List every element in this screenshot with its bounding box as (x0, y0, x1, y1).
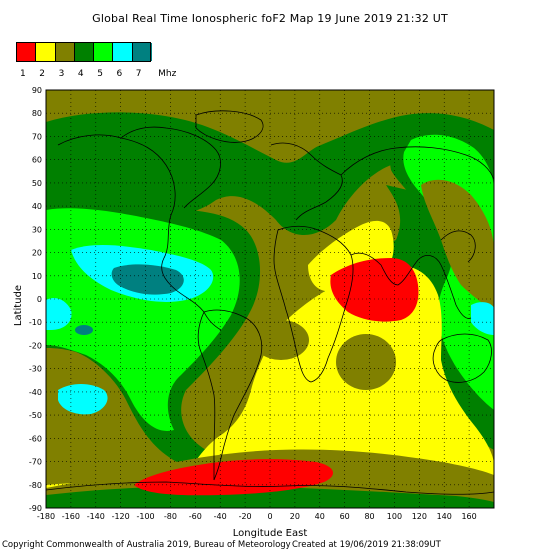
y-tick-90: 90 (32, 86, 42, 95)
contour-level-7-americas (111, 264, 184, 295)
coastlines (46, 110, 494, 495)
contour-level-6-west-edge (46, 298, 72, 330)
legend-swatch-5 (94, 43, 114, 61)
y-tick--40: -40 (29, 388, 42, 397)
coastline-east-asia (440, 230, 476, 263)
footer: Copyright Commonwealth of Australia 2019… (2, 540, 441, 550)
legend-label-4: 4 (77, 69, 84, 79)
x-tick-60: 60 (340, 512, 350, 521)
contour-level-3-east-inner (421, 179, 494, 310)
legend-swatch-4 (74, 43, 95, 61)
y-tick-70: 70 (32, 132, 42, 141)
y-tick-40: 40 (32, 202, 42, 211)
x-tick--120: -120 (112, 512, 130, 521)
contour-level-6-east-edge (471, 302, 494, 335)
y-tick--70: -70 (29, 458, 42, 467)
x-tick-20: 20 (290, 512, 300, 521)
x-tick-160: 160 (461, 512, 476, 521)
y-tick--10: -10 (29, 318, 42, 327)
y-tick--20: -20 (29, 341, 42, 350)
x-tick--140: -140 (87, 512, 105, 521)
y-tick--60: -60 (29, 434, 42, 443)
x-tick-0: 0 (267, 512, 272, 521)
x-tick--180: -180 (37, 512, 55, 521)
y-tick-0: 0 (37, 295, 42, 304)
y-tick--30: -30 (29, 365, 42, 374)
contour-level-7-small (75, 325, 93, 335)
y-tick-20: 20 (32, 249, 42, 258)
y-tick-50: 50 (32, 179, 42, 188)
coastline-antarctica (46, 481, 494, 495)
coastline-canada (120, 126, 221, 209)
legend-label-1: 1 (20, 69, 26, 79)
legend-label-6: 6 (116, 69, 123, 79)
y-tick-30: 30 (32, 225, 42, 234)
legend-swatch-6 (113, 43, 133, 61)
y-tick-10: 10 (32, 272, 42, 281)
copyright-text: Copyright Commonwealth of Australia 2019… (2, 540, 291, 550)
color-legend (17, 43, 153, 61)
legend-swatch-1 (17, 43, 37, 61)
legend-label-2: 2 (39, 69, 46, 79)
created-timestamp: Created at 19/06/2019 21:38:09UT (292, 540, 441, 550)
legend-swatch-2 (36, 43, 56, 61)
x-tick--40: -40 (214, 512, 227, 521)
x-tick--100: -100 (136, 512, 154, 521)
x-tick-140: 140 (437, 512, 452, 521)
coastline-africa (273, 225, 354, 383)
map-title: Global Real Time Ionospheric foF2 Map 19… (92, 12, 448, 25)
foF2-map: -180 -160 -140 -120 -100 -80 -60 -40 -20 0 20 40 60 8… (29, 86, 495, 521)
coastline-australia (432, 333, 492, 383)
y-tick--50: -50 (29, 411, 42, 420)
legend-label-3: 3 (58, 69, 65, 79)
coastline-asia-north (340, 146, 494, 181)
y-tick--90: -90 (29, 504, 42, 513)
legend-label-5: 5 (97, 69, 103, 79)
y-tick-80: 80 (32, 109, 42, 118)
x-tick-120: 120 (412, 512, 427, 521)
y-axis-label: Latitude (13, 284, 25, 327)
contour-level-4-north (46, 112, 494, 235)
x-tick-labels: -180 -160 -140 -120 -100 -80 -60 -40 -20 0 20 40 60 8… (37, 512, 477, 521)
coastline-greenland (195, 110, 264, 143)
legend-unit: Mhz (158, 69, 177, 79)
contour-level-3-blob-2 (336, 334, 396, 390)
x-tick-40: 40 (315, 512, 325, 521)
legend-swatch-7 (132, 43, 153, 61)
x-tick--60: -60 (189, 512, 202, 521)
y-tick-labels: 90 80 70 60 50 40 30 20 10 0 -10 -20 -30 -40 -50 -60 -70… (29, 86, 42, 513)
coastline-asia-south (350, 252, 472, 319)
map-canvas: -180 -160 -140 -120 -100 -80 -60 -40 -20 0 20 40 60 8… (29, 86, 495, 521)
legend-label-7: 7 (135, 69, 142, 79)
x-tick--160: -160 (62, 512, 80, 521)
y-tick--80: -80 (29, 481, 42, 490)
x-tick--20: -20 (239, 512, 252, 521)
plot-frame (45, 89, 495, 509)
x-axis-label: Longitude East (232, 528, 308, 539)
legend-swatch-3 (55, 43, 75, 61)
x-tick--80: -80 (164, 512, 177, 521)
y-tick-60: 60 (32, 156, 42, 165)
x-tick-80: 80 (364, 512, 374, 521)
contour-level-1-east (330, 258, 419, 322)
x-tick-100: 100 (387, 512, 402, 521)
coastline-south-america (203, 309, 263, 481)
grid-lines (45, 89, 494, 509)
